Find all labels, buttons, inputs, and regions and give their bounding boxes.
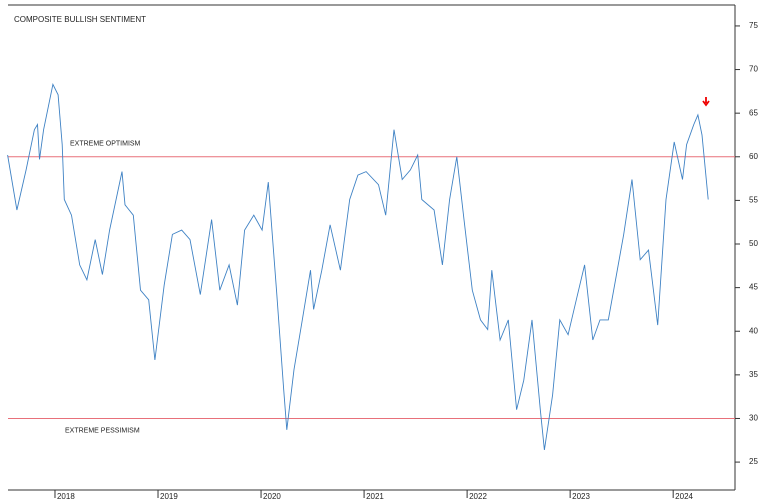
x-tick-label: 2018 — [57, 492, 75, 501]
y-tick-label: 55 — [749, 196, 758, 205]
y-tick-label: 30 — [749, 414, 758, 423]
chart-title: COMPOSITE BULLISH SENTIMENT — [14, 15, 146, 24]
y-tick-label: 70 — [749, 65, 758, 74]
reference-label: EXTREME PESSIMISM — [65, 427, 140, 434]
x-tick-label: 2022 — [469, 492, 487, 501]
y-tick-label: 25 — [749, 457, 758, 466]
x-tick-label: 2021 — [366, 492, 384, 501]
x-tick-label: 2020 — [263, 492, 281, 501]
y-tick-label: 45 — [749, 283, 758, 292]
y-tick-label: 75 — [749, 21, 758, 30]
y-tick-label: 50 — [749, 239, 758, 248]
marker-arrow — [702, 97, 710, 107]
x-tick-label: 2019 — [160, 492, 178, 501]
x-tick-label: 2024 — [675, 492, 693, 501]
y-tick-label: 60 — [749, 152, 758, 161]
series-line — [7, 83, 709, 450]
x-tick-label: 2023 — [572, 492, 590, 501]
y-tick-label: 35 — [749, 370, 758, 379]
y-tick-label: 40 — [749, 326, 758, 335]
y-tick-label: 65 — [749, 108, 758, 117]
reference-label: EXTREME OPTIMISM — [70, 141, 141, 148]
